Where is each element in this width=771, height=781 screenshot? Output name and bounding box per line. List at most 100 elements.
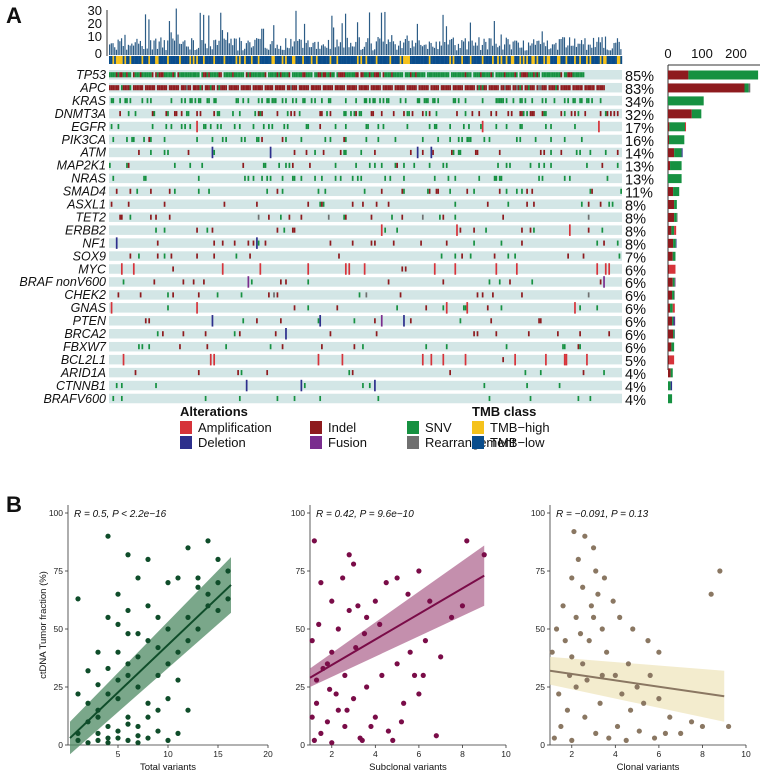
alteration-cell (587, 227, 590, 233)
tmb-bar (360, 49, 362, 55)
data-point (135, 733, 141, 739)
alteration-cell (481, 292, 484, 298)
alteration-cell (235, 98, 238, 104)
alteration-cell (541, 85, 544, 91)
tmb-bar (204, 43, 206, 55)
alteration-cell (432, 149, 434, 155)
alteration-cell (519, 85, 522, 91)
alteration-cell (526, 111, 528, 117)
percent-label: 4% (625, 380, 646, 396)
alteration-cell (365, 124, 368, 130)
alteration-cell (329, 111, 332, 117)
tmb-bar (406, 35, 408, 55)
alteration-cell (403, 315, 405, 327)
x-tick-label: 8 (460, 749, 465, 759)
tmb-class-cell (344, 56, 347, 64)
alteration-cell (505, 124, 508, 130)
alteration-cell (348, 370, 351, 376)
alteration-cell (587, 292, 590, 298)
alteration-cell (608, 201, 611, 207)
count-bar-indel (668, 148, 675, 158)
alteration-cell (196, 72, 198, 78)
data-point (125, 661, 131, 667)
alteration-cell (180, 72, 183, 78)
alteration-cell (197, 85, 200, 91)
alteration-cell (464, 72, 467, 78)
percent-label: 13% (625, 173, 654, 189)
alteration-cell (577, 72, 580, 78)
alteration-cell (242, 85, 245, 91)
tmb-bar (616, 38, 619, 55)
alteration-cell (570, 111, 573, 117)
alteration-cell (329, 240, 332, 246)
alteration-cell (257, 72, 260, 78)
tmb-class-cell (238, 56, 241, 64)
alteration-cell (177, 72, 180, 78)
alteration-cell (502, 98, 505, 104)
count-bar-snv (673, 187, 680, 197)
alteration-cell (362, 344, 364, 350)
alteration-cell (502, 85, 505, 91)
alteration-cell (515, 263, 518, 275)
alteration-cell (138, 85, 140, 91)
count-bar-indel (668, 355, 670, 365)
alteration-cell (360, 111, 363, 117)
data-point (569, 575, 575, 581)
track-row (109, 225, 622, 235)
tmb-class-cell (437, 56, 440, 64)
alteration-cell (505, 344, 508, 350)
alteration-cell (321, 98, 323, 104)
alteration-cell (310, 85, 313, 91)
tmb-class-cell (189, 56, 192, 64)
alteration-cell (471, 85, 474, 91)
alteration-cell (146, 72, 149, 78)
alteration-cell (435, 72, 438, 78)
alteration-cell (285, 162, 287, 168)
alteration-cell (498, 279, 501, 285)
alteration-cell (115, 188, 118, 194)
alteration-cell (563, 353, 566, 366)
alteration-cell (432, 85, 434, 91)
tmb-class-cell (509, 56, 512, 64)
tmb-bar (437, 49, 439, 55)
alteration-cell (343, 85, 345, 91)
alteration-cell (211, 146, 214, 159)
alteration-cell (543, 85, 546, 91)
tmb-bar (534, 44, 536, 55)
tmb-class-cell (610, 56, 612, 64)
alteration-cell (286, 124, 289, 130)
alteration-cell (278, 162, 280, 168)
alteration-cell (539, 370, 542, 376)
alteration-cell (521, 188, 523, 194)
tmb-bar (363, 46, 365, 55)
alteration-cell (604, 149, 607, 155)
percent-label: 4% (625, 367, 646, 383)
alteration-cell (197, 98, 200, 104)
alteration-cell (493, 253, 496, 259)
alteration-cell (351, 72, 354, 78)
alteration-cell (591, 98, 593, 104)
tmb-bar (141, 46, 143, 55)
tmb-class-cell (447, 56, 450, 64)
alteration-cell (521, 72, 523, 78)
alteration-cell (570, 72, 573, 78)
data-point (75, 691, 81, 697)
alteration-cell (187, 85, 190, 91)
alteration-cell (290, 85, 292, 91)
alteration-cell (266, 175, 269, 181)
alteration-cell (344, 98, 347, 104)
tmb-class-cell (574, 56, 577, 64)
alteration-cell (321, 111, 323, 117)
data-point (125, 721, 131, 727)
alteration-cell (421, 214, 424, 220)
data-point (588, 603, 594, 609)
tmb-class-cell (611, 56, 614, 64)
track-row (109, 380, 622, 391)
stat-label: R = −0.091, P = 0.13 (556, 509, 649, 520)
alteration-cell (565, 353, 568, 366)
alteration-cell (179, 344, 181, 350)
alteration-cell (334, 124, 337, 130)
tmb-bar (480, 49, 482, 55)
tmb-bar (153, 40, 155, 55)
x-tick-label: 15 (213, 749, 223, 759)
